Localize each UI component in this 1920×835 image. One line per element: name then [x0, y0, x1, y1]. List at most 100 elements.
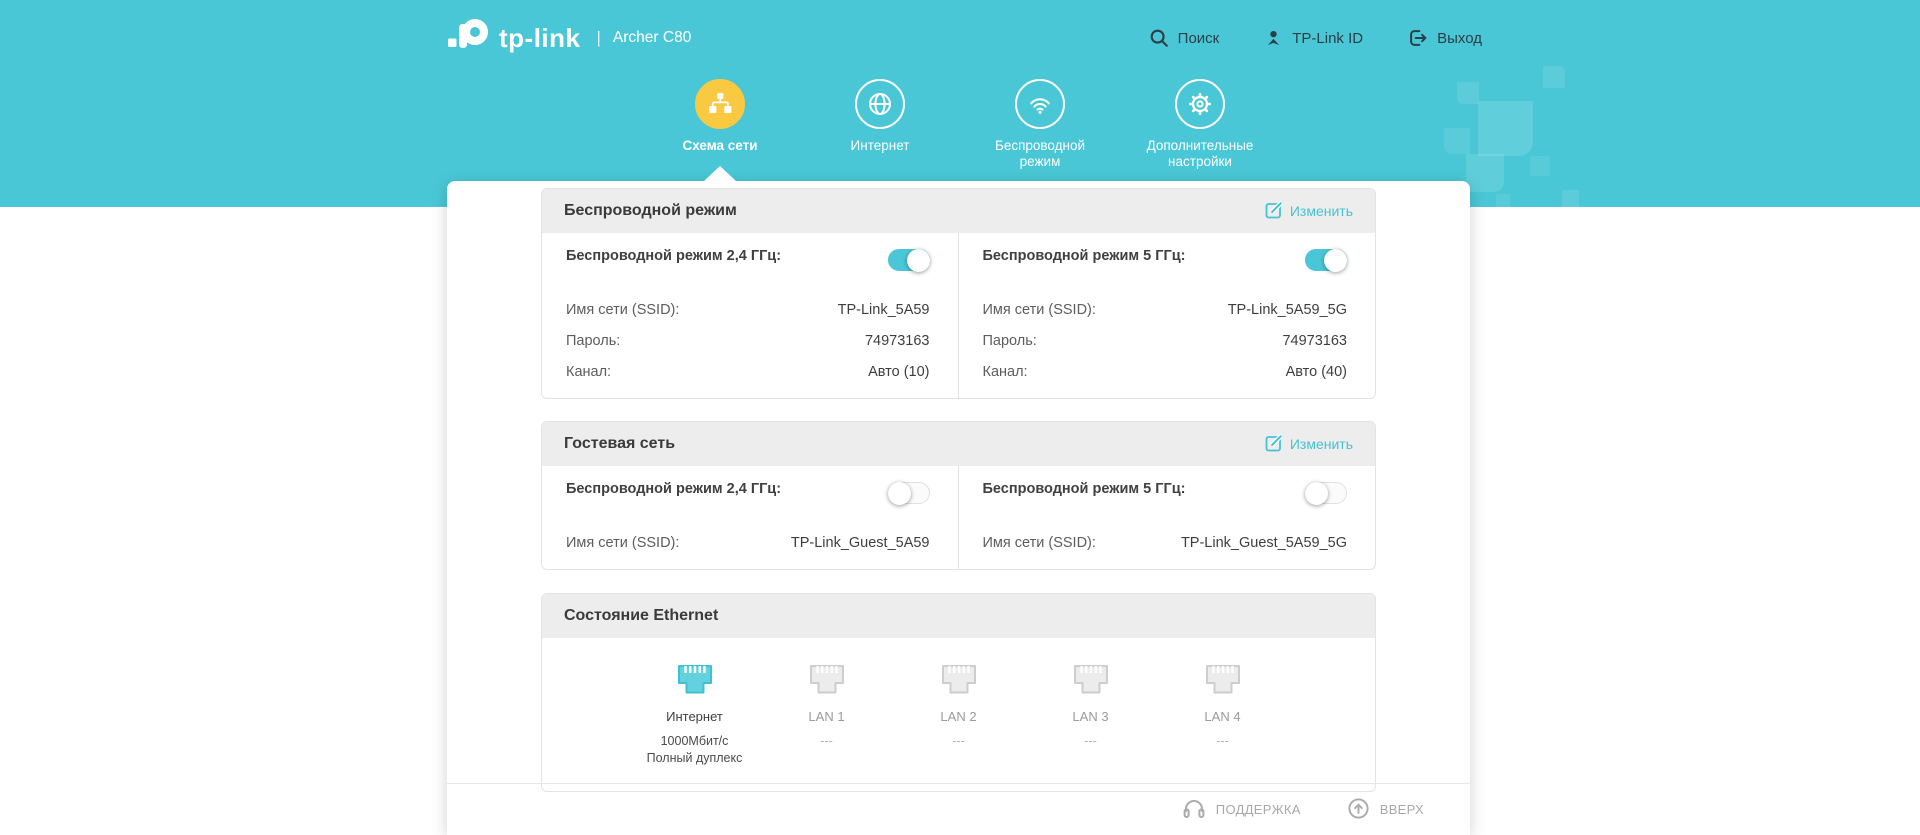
headset-icon	[1182, 796, 1206, 823]
port-label: LAN 2	[940, 709, 977, 724]
nav-item-internet[interactable]: Интернет	[800, 79, 960, 171]
ethernet-port-icon	[1205, 665, 1240, 694]
port-speed: ---	[820, 734, 833, 748]
brand-name: tp-link	[499, 22, 581, 53]
ethernet-ports: Интернет 1000Мбит/с Полный дуплекс LAN 1…	[542, 638, 1375, 791]
section-title: Беспроводной режим	[564, 202, 737, 219]
field-value: 74973163	[864, 333, 930, 349]
ethernet-port-icon	[941, 665, 976, 694]
guest-5g-column: Беспроводной режим 5 ГГц: Имя сети (SSID…	[959, 466, 1376, 569]
field-label: Имя сети (SSID):	[566, 302, 680, 318]
port-internet: Интернет 1000Мбит/с Полный дуплекс	[629, 664, 761, 767]
device-model: Archer C80	[612, 29, 692, 46]
header-band	[0, 0, 1920, 207]
wireless-edit-button[interactable]: Изменить	[1265, 200, 1353, 222]
network-map-icon	[695, 79, 745, 129]
port-speed: 1000Мбит/с	[660, 734, 729, 748]
card-footer: ПОДДЕРЖКА ВВЕРХ	[447, 783, 1470, 835]
port-status: ---	[1157, 733, 1289, 750]
globe-icon	[855, 79, 905, 129]
edit-label: Изменить	[1289, 203, 1353, 219]
password-row: Пароль: 74973163	[983, 326, 1348, 357]
back-to-top-label: ВВЕРХ	[1379, 802, 1424, 817]
main-card: Беспроводной режим Изменить Беспроводной…	[447, 181, 1470, 835]
field-label: Имя сети (SSID):	[566, 535, 680, 551]
logo: tp-link | Archer C80	[447, 18, 691, 59]
port-duplex: Полный дуплекс	[646, 750, 743, 765]
wireless-5g-toggle[interactable]	[1305, 249, 1347, 272]
search-button[interactable]: Поиск	[1148, 27, 1219, 49]
nav-label: Беспроводной режим	[994, 138, 1086, 170]
field-label: Пароль:	[982, 333, 1037, 349]
logout-label: Выход	[1437, 29, 1482, 47]
ssid-row: Имя сети (SSID): TP-Link_5A59_5G	[983, 295, 1348, 326]
wireless-2g-toggle[interactable]	[887, 249, 930, 272]
guest-5g-toggle[interactable]	[1305, 482, 1347, 505]
support-button[interactable]: ПОДДЕРЖКА	[1182, 796, 1301, 823]
section-title: Гостевая сеть	[564, 435, 676, 452]
nav-label: Интернет	[850, 138, 910, 153]
field-value: TP-Link_Guest_5A59	[790, 535, 930, 551]
nav-item-wireless[interactable]: Беспроводной режим	[960, 79, 1120, 171]
port-lan4: LAN 4 ---	[1157, 664, 1289, 767]
section-title: Состояние Ethernet	[564, 607, 719, 624]
port-speed: ---	[952, 734, 965, 748]
guest-2g-column: Беспроводной режим 2,4 ГГц: Имя сети (SS…	[542, 466, 959, 569]
search-icon	[1148, 27, 1170, 49]
channel-row: Канал: Авто (40)	[983, 357, 1348, 388]
top-menu: Поиск TP-Link ID Выход	[1148, 27, 1482, 49]
port-lan1: LAN 1 ---	[761, 664, 893, 767]
ssid-row: Имя сети (SSID): TP-Link_5A59	[566, 295, 930, 326]
wireless-5g-column: Беспроводной режим 5 ГГц: Имя сети (SSID…	[959, 233, 1376, 398]
gear-icon	[1175, 79, 1225, 129]
port-lan2: LAN 2 ---	[893, 664, 1025, 767]
logout-icon	[1407, 27, 1429, 49]
wireless-2g-column: Беспроводной режим 2,4 ГГц: Имя сети (SS…	[542, 233, 959, 398]
wireless-section-body: Беспроводной режим 2,4 ГГц: Имя сети (SS…	[542, 233, 1375, 398]
brand-divider: |	[596, 28, 601, 47]
port-speed: ---	[1084, 734, 1097, 748]
port-label: LAN 3	[1072, 709, 1109, 724]
field-label: Канал:	[566, 364, 612, 380]
wireless-5g-toggle-label: Беспроводной режим 5 ГГц:	[982, 248, 1186, 264]
nav-item-advanced-settings[interactable]: Дополнительные настройки	[1120, 79, 1280, 171]
ethernet-port-icon	[1073, 665, 1108, 694]
guest-network-section: Гостевая сеть Изменить Беспроводной режи…	[541, 421, 1376, 570]
password-row: Пароль: 74973163	[566, 326, 930, 357]
field-label: Имя сети (SSID):	[982, 302, 1096, 318]
field-label: Канал:	[982, 364, 1028, 380]
port-label: LAN 4	[1204, 709, 1241, 724]
guest-edit-button[interactable]: Изменить	[1265, 433, 1353, 455]
arrow-up-circle-icon	[1347, 797, 1370, 823]
port-status: ---	[1025, 733, 1157, 750]
edit-icon	[1265, 200, 1283, 222]
tplink-id-button[interactable]: TP-Link ID	[1263, 28, 1363, 49]
port-status: 1000Мбит/с Полный дуплекс	[629, 733, 761, 767]
channel-row: Канал: Авто (10)	[566, 357, 930, 388]
nav-label: Схема сети	[682, 138, 758, 153]
ethernet-port-icon	[809, 665, 844, 694]
ethernet-port-icon	[677, 665, 712, 694]
port-label: Интернет	[666, 709, 723, 724]
topbar: tp-link | Archer C80 Поиск TP-Link ID	[447, 14, 1482, 62]
tplink-id-label: TP-Link ID	[1292, 29, 1364, 47]
guest-2g-toggle[interactable]	[887, 482, 930, 505]
wireless-2g-toggle-label: Беспроводной режим 2,4 ГГц:	[566, 248, 782, 264]
back-to-top-button[interactable]: ВВЕРХ	[1347, 797, 1424, 823]
field-value: Авто (40)	[1285, 364, 1347, 380]
user-icon	[1263, 28, 1284, 49]
port-label: LAN 1	[808, 709, 845, 724]
edit-label: Изменить	[1289, 436, 1353, 452]
port-status: ---	[761, 733, 893, 750]
field-value: TP-Link_5A59_5G	[1227, 302, 1347, 318]
support-label: ПОДДЕРЖКА	[1215, 802, 1301, 817]
guest-2g-toggle-label: Беспроводной режим 2,4 ГГц:	[566, 481, 782, 497]
field-value: 74973163	[1282, 333, 1347, 349]
nav-item-network-map[interactable]: Схема сети	[640, 79, 800, 171]
logout-button[interactable]: Выход	[1407, 27, 1482, 49]
edit-icon	[1265, 433, 1283, 455]
ssid-row: Имя сети (SSID): TP-Link_Guest_5A59_5G	[983, 528, 1348, 559]
port-status: ---	[893, 733, 1025, 750]
wifi-icon	[1015, 79, 1065, 129]
guest-5g-toggle-label: Беспроводной режим 5 ГГц:	[982, 481, 1186, 497]
